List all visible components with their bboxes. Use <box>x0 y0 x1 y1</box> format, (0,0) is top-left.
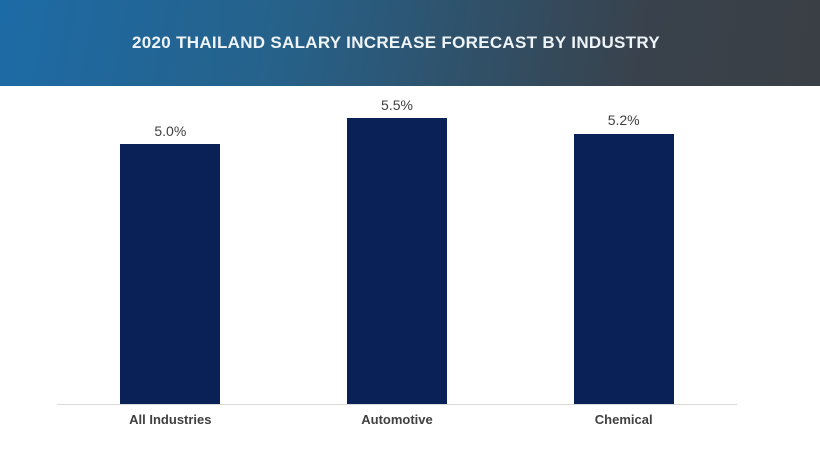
bar-group: 5.0% <box>57 122 284 404</box>
bar-group: 5.2% <box>510 112 737 404</box>
bar-value-label: 5.2% <box>607 112 640 129</box>
x-axis-category-label: Automotive <box>361 412 433 427</box>
x-axis-category-label: Chemical <box>594 412 653 427</box>
bar-value-label: 5.0% <box>154 122 187 139</box>
bar-value-label: 5.5% <box>381 96 413 113</box>
bar <box>120 144 221 404</box>
plot-area: 5.0% 5.5% 5.2% <box>57 86 737 405</box>
x-axis-labels: All Industries Automotive Chemical <box>57 412 737 427</box>
bar-group: 5.5% <box>284 96 511 404</box>
bar <box>347 118 447 404</box>
bar-chart: 5.0% 5.5% 5.2% All Industries Automotive Che… <box>57 86 737 431</box>
title-banner: 2020 THAILAND SALARY INCREASE FORECAST B… <box>0 0 820 86</box>
bar <box>573 133 674 404</box>
chart-title: 2020 THAILAND SALARY INCREASE FORECAST B… <box>132 33 660 52</box>
x-axis-category-label: All Industries <box>129 412 212 427</box>
